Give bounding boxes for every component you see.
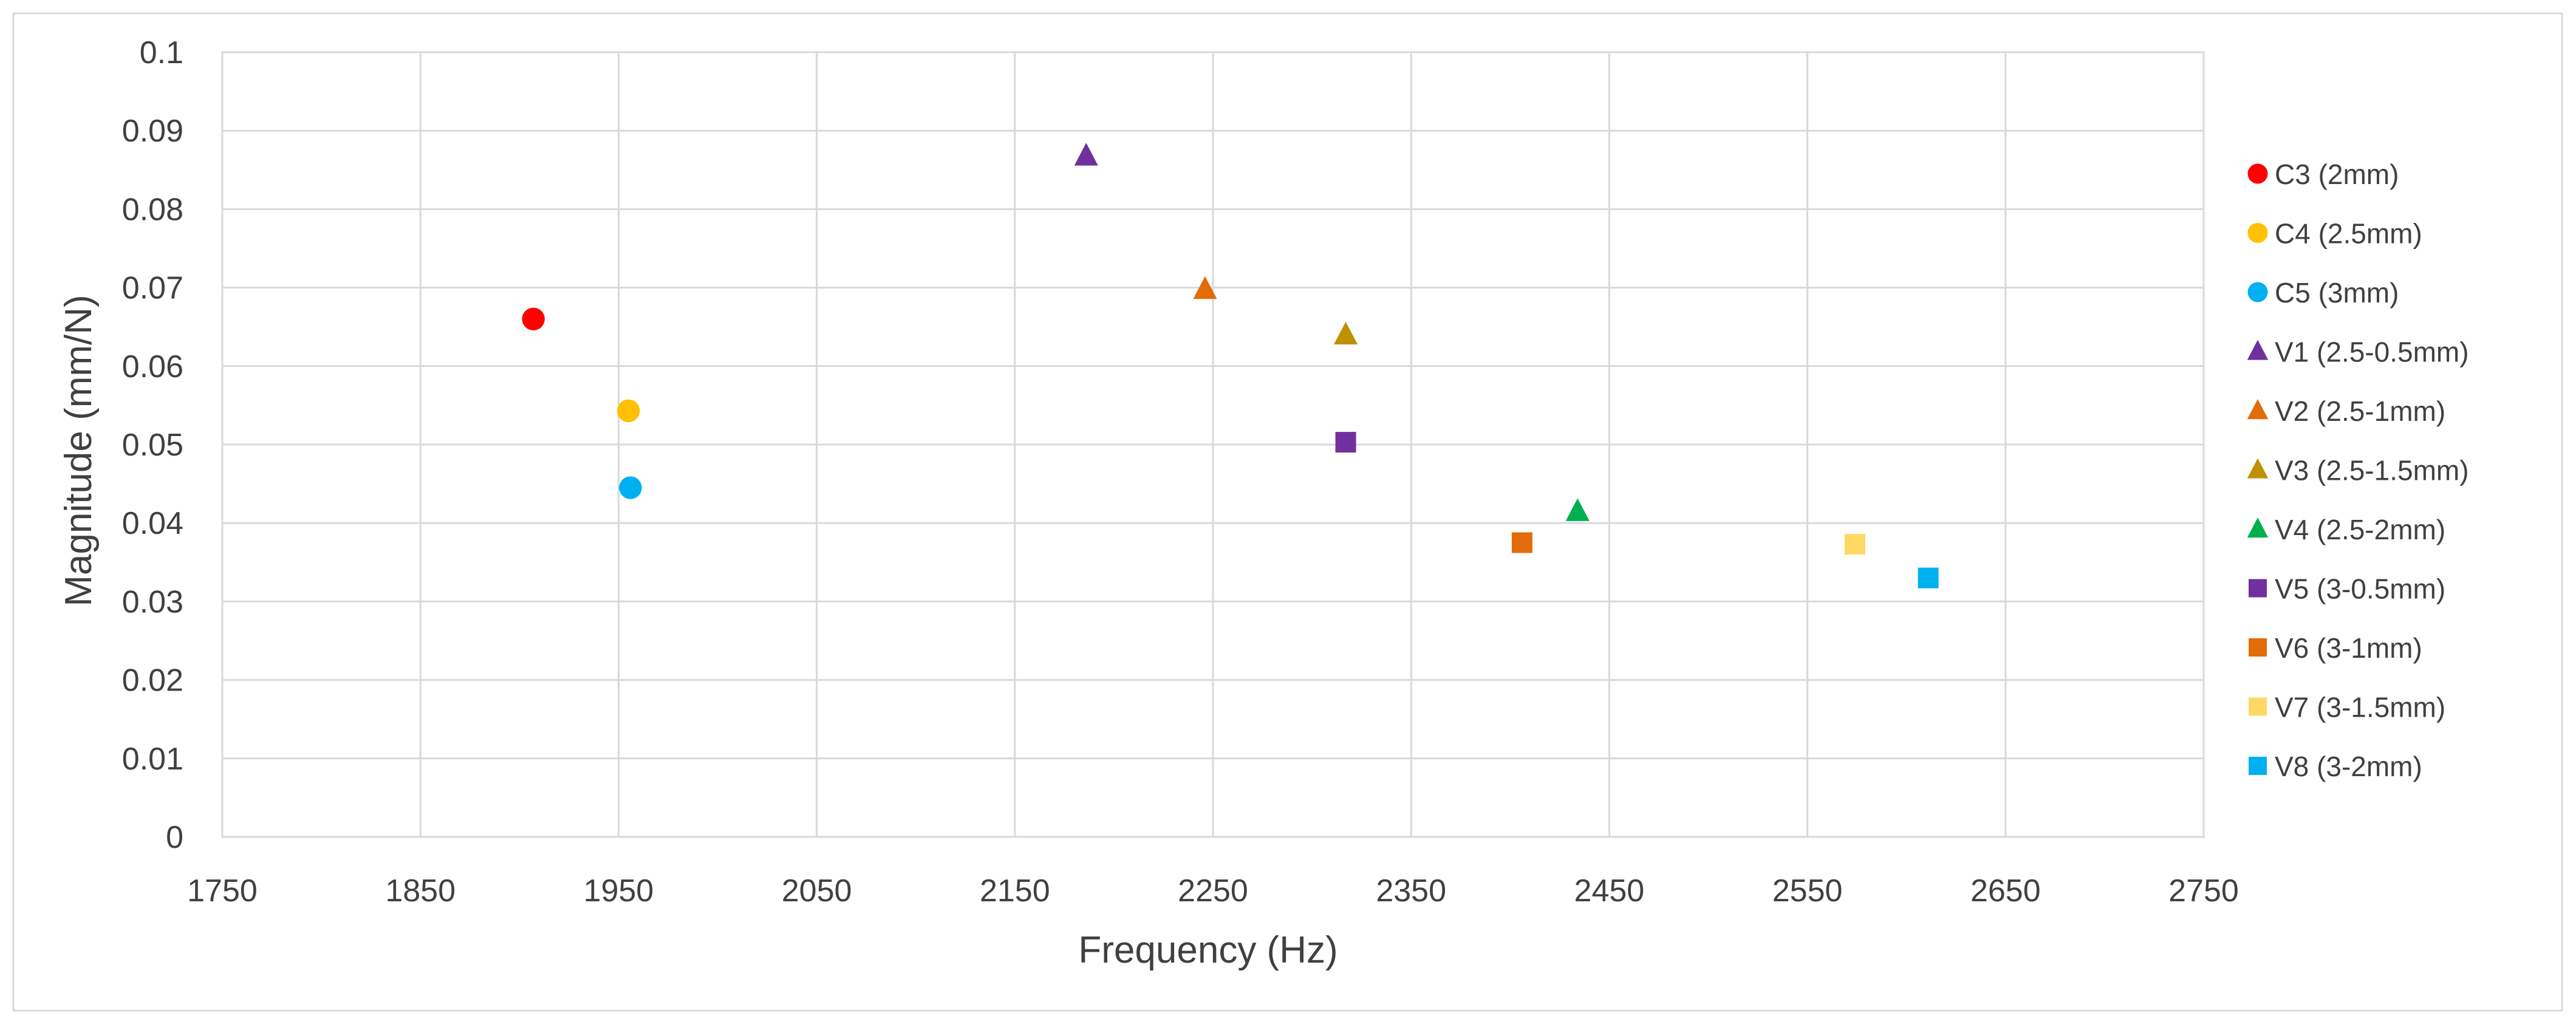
data-point-2 xyxy=(617,399,640,423)
x-tick-label: 2050 xyxy=(782,873,852,909)
chart-border xyxy=(12,12,2563,1012)
legend-label: V1 (2.5-0.5mm) xyxy=(2275,336,2469,368)
data-point-10 xyxy=(1844,534,1865,555)
y-tick-label: 0.03 xyxy=(122,584,183,619)
data-point-9 xyxy=(1511,532,1532,553)
legend-label: V3 (2.5-1.5mm) xyxy=(2275,455,2469,486)
data-point-7 xyxy=(1565,498,1590,521)
y-tick-label: 0.1 xyxy=(140,35,183,70)
legend-marker xyxy=(2249,638,2267,657)
legend-label: V5 (3-0.5mm) xyxy=(2275,573,2445,605)
data-point-4 xyxy=(1074,143,1098,166)
data-point-8 xyxy=(1335,432,1356,453)
data-point-3 xyxy=(619,476,642,499)
data-point-5 xyxy=(1193,276,1217,299)
y-tick-label: 0.01 xyxy=(122,742,183,777)
x-tick-label: 1750 xyxy=(187,873,258,909)
legend-marker xyxy=(2249,579,2267,598)
x-tick-label: 2650 xyxy=(1970,873,2041,909)
x-tick-label: 2250 xyxy=(1178,873,1248,909)
data-point-1 xyxy=(522,307,545,330)
legend-marker xyxy=(2247,163,2268,184)
axis-layer: 1750 1850 1950 2050 2150 2250 2350 2450 2550 2650… xyxy=(122,35,2239,909)
legend-marker xyxy=(2249,697,2267,716)
legend-label: V8 (3-2mm) xyxy=(2275,751,2422,782)
legend-marker xyxy=(2247,223,2268,243)
x-tick-label: 2550 xyxy=(1772,873,1843,909)
x-tick-label: 1850 xyxy=(385,873,456,909)
x-tick-label: 2750 xyxy=(2168,873,2239,909)
y-axis-title: Magnitude (mm/N) xyxy=(58,295,100,606)
legend-label: C4 (2.5mm) xyxy=(2275,218,2422,250)
x-tick-label: 1950 xyxy=(584,873,654,909)
legend-marker xyxy=(2247,339,2269,360)
x-tick-label: 2450 xyxy=(1574,873,1645,909)
legend-marker xyxy=(2247,399,2269,420)
legend-label: V4 (2.5-2mm) xyxy=(2275,514,2445,545)
legend-label: V6 (3-1mm) xyxy=(2275,632,2422,664)
data-point-6 xyxy=(1334,321,1358,345)
y-tick-label: 0.05 xyxy=(122,428,183,463)
y-tick-label: 0.08 xyxy=(122,192,183,227)
legend-label: V7 (3-1.5mm) xyxy=(2275,692,2445,723)
legend-label: C3 (2mm) xyxy=(2275,159,2399,190)
x-axis-title: Frequency (Hz) xyxy=(1078,929,1338,971)
legend-marker xyxy=(2247,458,2269,479)
data-point-11 xyxy=(1918,567,1939,589)
legend-marker xyxy=(2249,757,2267,775)
legend: C3 (2mm) C4 (2.5mm) C5 (3mm) V1 (2.5-0.5mm)… xyxy=(2247,159,2469,782)
y-tick-label: 0.02 xyxy=(122,663,183,698)
grid-layer xyxy=(221,51,2205,838)
x-tick-label: 2350 xyxy=(1376,873,1446,909)
legend-marker xyxy=(2247,282,2268,302)
legend-marker xyxy=(2247,517,2269,538)
y-tick-label: 0.07 xyxy=(122,271,183,306)
y-tick-label: 0.04 xyxy=(122,506,183,541)
y-tick-label: 0.06 xyxy=(122,349,183,384)
y-tick-label: 0 xyxy=(166,820,183,855)
legend-label: C5 (3mm) xyxy=(2275,277,2399,309)
x-tick-label: 2150 xyxy=(980,873,1050,909)
legend-label: V2 (2.5-1mm) xyxy=(2275,395,2445,427)
y-tick-label: 0.09 xyxy=(122,114,183,149)
points-layer xyxy=(522,143,1939,589)
